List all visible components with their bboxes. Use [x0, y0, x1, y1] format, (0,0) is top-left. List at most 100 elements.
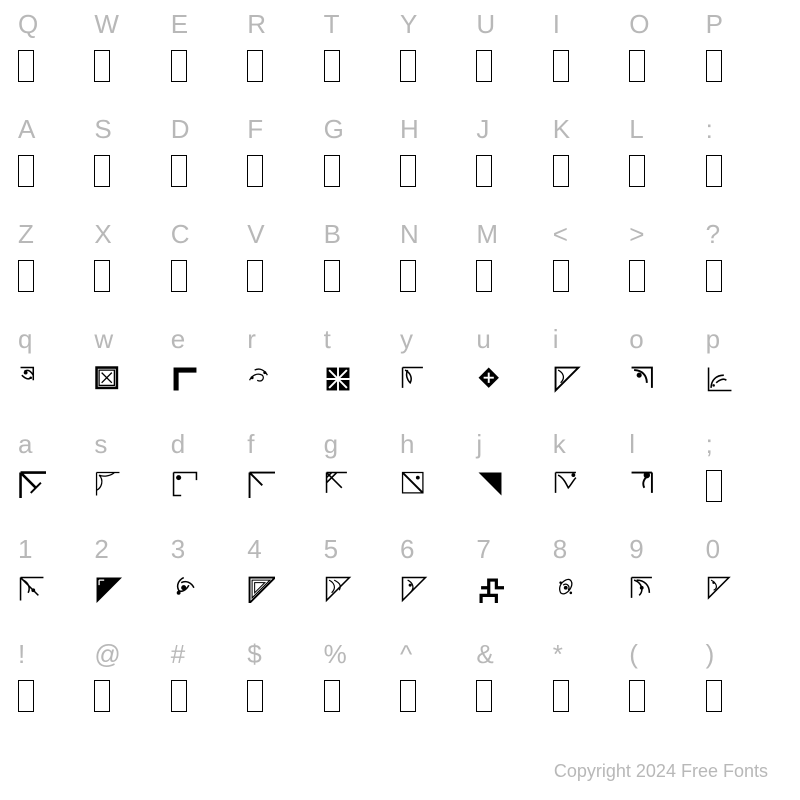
char-label: R	[247, 8, 266, 40]
char-cell: 9	[629, 533, 705, 638]
char-label: t	[324, 323, 331, 355]
char-cell: R	[247, 8, 323, 113]
char-label: Y	[400, 8, 417, 40]
char-cell: @	[94, 638, 170, 743]
char-cell: K	[553, 113, 629, 218]
char-label: W	[94, 8, 119, 40]
char-label: ^	[400, 638, 412, 670]
glyph-ornament	[247, 470, 275, 498]
char-cell: )	[706, 638, 782, 743]
glyph-ornament	[324, 470, 352, 498]
char-cell: h	[400, 428, 476, 533]
char-cell: O	[629, 8, 705, 113]
char-label: G	[324, 113, 344, 145]
glyph-box	[553, 680, 569, 712]
char-label: Q	[18, 8, 38, 40]
char-label: @	[94, 638, 120, 670]
char-label: Z	[18, 218, 34, 250]
char-label: :	[706, 113, 713, 145]
char-cell: 6	[400, 533, 476, 638]
glyph-box	[629, 260, 645, 292]
glyph-box	[247, 680, 263, 712]
char-cell: #	[171, 638, 247, 743]
char-label: #	[171, 638, 185, 670]
char-cell: o	[629, 323, 705, 428]
char-label: 7	[476, 533, 490, 565]
char-label: r	[247, 323, 256, 355]
char-cell: $	[247, 638, 323, 743]
char-cell: I	[553, 8, 629, 113]
char-label: >	[629, 218, 644, 250]
char-label: T	[324, 8, 340, 40]
char-cell: C	[171, 218, 247, 323]
char-label: d	[171, 428, 185, 460]
glyph-box	[94, 260, 110, 292]
glyph-box	[629, 50, 645, 82]
glyph-ornament	[94, 470, 122, 498]
glyph-box	[94, 155, 110, 187]
glyph-box	[553, 155, 569, 187]
char-label: M	[476, 218, 498, 250]
char-cell: k	[553, 428, 629, 533]
char-label: e	[171, 323, 185, 355]
glyph-box	[18, 260, 34, 292]
char-label: k	[553, 428, 566, 460]
char-cell: p	[706, 323, 782, 428]
char-cell: B	[324, 218, 400, 323]
glyph-box	[18, 50, 34, 82]
char-cell: J	[476, 113, 552, 218]
glyph-ornament	[476, 365, 504, 393]
glyph-ornament	[171, 575, 199, 603]
glyph-ornament	[629, 575, 657, 603]
char-cell: %	[324, 638, 400, 743]
glyph-ornament	[171, 365, 199, 393]
char-label: H	[400, 113, 419, 145]
char-label: (	[629, 638, 638, 670]
glyph-box	[247, 50, 263, 82]
char-cell: P	[706, 8, 782, 113]
glyph-ornament	[400, 365, 428, 393]
char-label: J	[476, 113, 489, 145]
char-cell: 1	[18, 533, 94, 638]
char-cell: N	[400, 218, 476, 323]
glyph-box	[324, 680, 340, 712]
char-label: $	[247, 638, 261, 670]
glyph-ornament	[476, 575, 504, 603]
glyph-box	[171, 260, 187, 292]
glyph-ornament	[629, 365, 657, 393]
glyph-box	[400, 680, 416, 712]
char-label: V	[247, 218, 264, 250]
char-label: q	[18, 323, 32, 355]
char-label: 8	[553, 533, 567, 565]
char-label: A	[18, 113, 35, 145]
glyph-box	[706, 470, 722, 502]
char-label: u	[476, 323, 490, 355]
char-label: g	[324, 428, 338, 460]
glyph-ornament	[18, 470, 46, 498]
char-cell: G	[324, 113, 400, 218]
char-label: F	[247, 113, 263, 145]
glyph-box	[476, 155, 492, 187]
glyph-ornament	[553, 470, 581, 498]
char-cell: *	[553, 638, 629, 743]
char-cell: e	[171, 323, 247, 428]
char-label: &	[476, 638, 493, 670]
char-cell: u	[476, 323, 552, 428]
glyph-box	[94, 680, 110, 712]
char-label: 1	[18, 533, 32, 565]
char-cell: S	[94, 113, 170, 218]
glyph-box	[247, 260, 263, 292]
char-label: 9	[629, 533, 643, 565]
char-cell: U	[476, 8, 552, 113]
char-cell: L	[629, 113, 705, 218]
char-cell: 7	[476, 533, 552, 638]
char-cell: F	[247, 113, 323, 218]
char-cell: !	[18, 638, 94, 743]
char-cell: l	[629, 428, 705, 533]
glyph-ornament	[553, 365, 581, 393]
glyph-ornament	[94, 575, 122, 603]
char-cell: j	[476, 428, 552, 533]
char-cell: q	[18, 323, 94, 428]
char-cell: W	[94, 8, 170, 113]
char-cell: <	[553, 218, 629, 323]
